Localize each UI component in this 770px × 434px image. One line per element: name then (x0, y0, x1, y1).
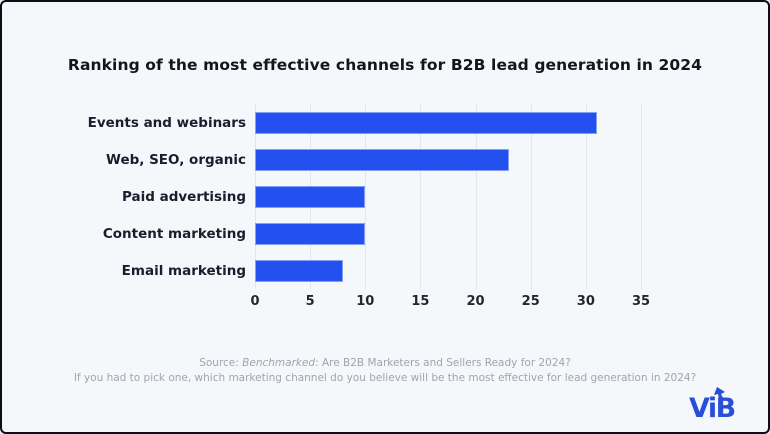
gridline (530, 104, 532, 289)
bar-chart: Events and webinars Web, SEO, organic Paid… (87, 104, 768, 289)
x-axis: 0 5 10 15 20 25 30 35 (250, 294, 650, 312)
category-label: Web, SEO, organic (106, 151, 246, 168)
x-tick-label: 10 (356, 294, 375, 309)
source-prefix: Source: (199, 357, 243, 369)
gridline (420, 104, 422, 289)
bar-row (255, 252, 641, 289)
bar-row (255, 141, 641, 178)
category-label: Paid advertising (121, 188, 246, 205)
vib-logo: ViB (688, 386, 750, 424)
vib-logo-text: ViB (689, 393, 735, 424)
bar (255, 185, 366, 208)
gridline (475, 104, 477, 289)
bar (255, 148, 509, 171)
vib-logo-cursor-icon (714, 387, 725, 399)
category-labels: Events and webinars Web, SEO, organic Paid… (87, 104, 255, 289)
x-tick-label: 15 (411, 294, 430, 309)
footer: Source: Benchmarked: Are B2B Marketers a… (2, 356, 768, 386)
bar-row (255, 215, 641, 252)
gridline (585, 104, 587, 289)
bar-row (255, 178, 641, 215)
bar (255, 259, 344, 282)
x-tick-label: 25 (521, 294, 540, 309)
category-label: Email marketing (121, 262, 246, 279)
chart-title: Ranking of the most effective channels f… (67, 56, 703, 74)
survey-question: If you had to pick one, which marketing … (73, 372, 697, 384)
x-tick-label: 5 (305, 294, 315, 309)
bars (255, 104, 641, 289)
bar (255, 222, 366, 245)
x-tick-label: 30 (576, 294, 595, 309)
gridline (365, 104, 367, 289)
x-tick-label: 0 (250, 294, 260, 309)
source-title: Benchmarked (242, 357, 316, 369)
source-line: Source: Benchmarked: Are B2B Marketers a… (2, 356, 768, 371)
x-tick-label: 35 (631, 294, 651, 309)
source-suffix: : Are B2B Marketers and Sellers Ready fo… (315, 357, 571, 369)
gridline (641, 104, 642, 289)
category-label: Events and webinars (87, 114, 246, 131)
bar-row (255, 104, 641, 141)
vib-logo-graphic: ViB (689, 387, 736, 424)
x-tick-label: 20 (466, 294, 485, 309)
plot-area (255, 104, 642, 289)
category-label: Content marketing (102, 225, 246, 242)
bar (255, 111, 597, 134)
